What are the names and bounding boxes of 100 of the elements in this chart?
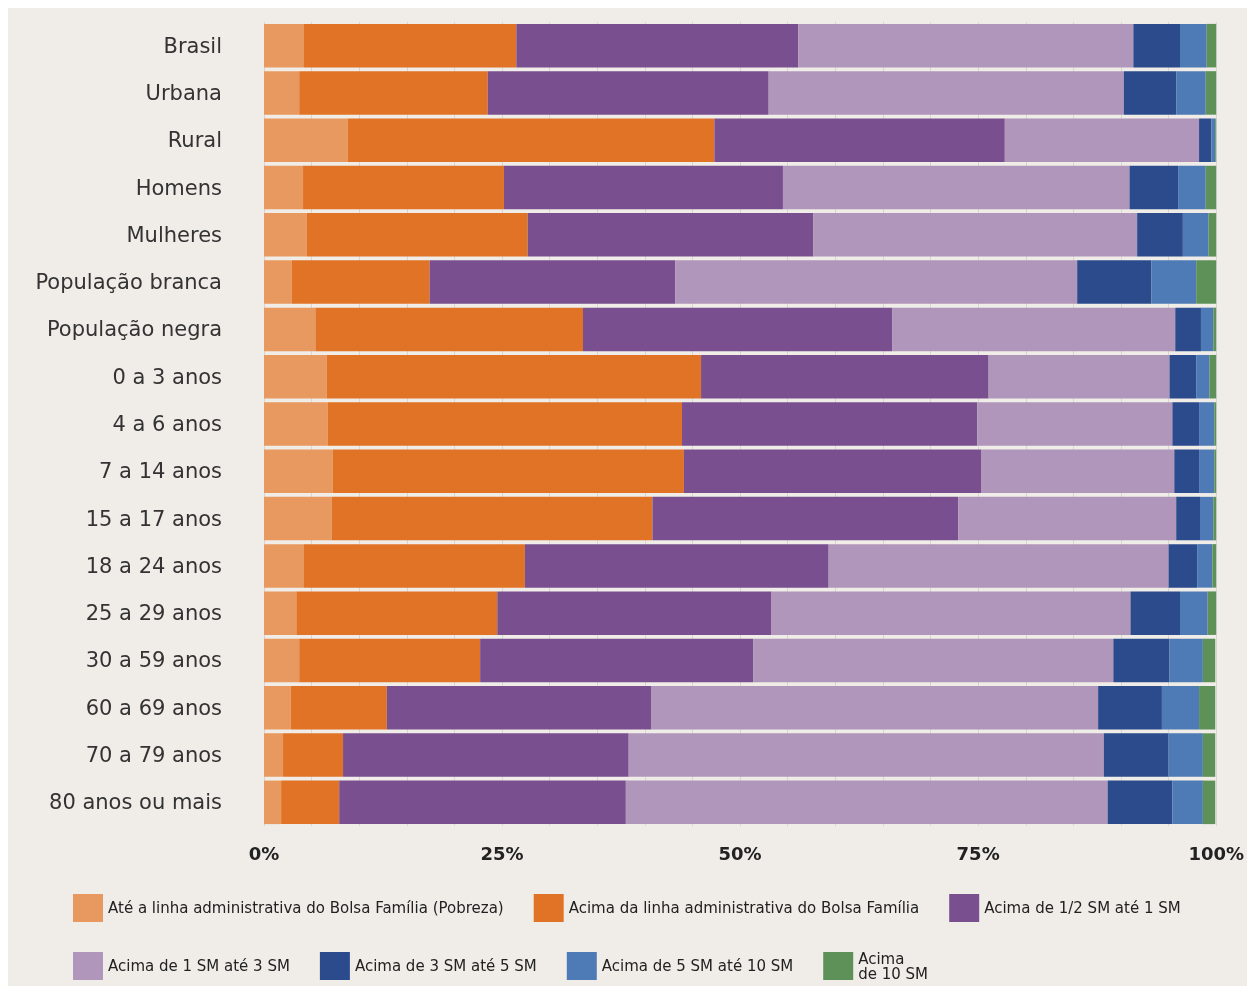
bar [1199, 449, 1215, 494]
bar [326, 354, 702, 399]
bar [306, 213, 528, 257]
bar [625, 780, 1108, 825]
y-tick-label: 4 a 6 anos [112, 412, 222, 436]
x-tick-label: 100% [1188, 842, 1244, 864]
bar [1213, 496, 1217, 541]
bar [1168, 544, 1198, 588]
bar [429, 260, 676, 304]
bar [299, 71, 488, 115]
bar [958, 496, 1177, 541]
bar [264, 496, 332, 541]
bar [264, 638, 300, 683]
bar [264, 402, 328, 446]
bar [281, 780, 340, 825]
bar [264, 165, 304, 210]
bar [332, 449, 684, 494]
bar [981, 449, 1175, 494]
bar [303, 165, 504, 210]
bar [1174, 449, 1200, 494]
bar [264, 213, 307, 257]
bar [813, 213, 1138, 257]
y-tick-label: 7 a 14 anos [99, 459, 222, 484]
bar [264, 307, 316, 352]
bar [651, 686, 1099, 730]
bar [1107, 780, 1173, 825]
bar [1176, 496, 1201, 541]
bar [1129, 165, 1179, 210]
bar [1098, 686, 1162, 730]
bar [1200, 307, 1214, 352]
bar [1211, 118, 1216, 162]
bar [1205, 165, 1217, 210]
bar [264, 260, 292, 304]
bar [1197, 544, 1213, 588]
bar [771, 591, 1131, 635]
bar [264, 686, 291, 730]
legend-label: Acima de 5 SM até 10 SM [601, 957, 794, 975]
bar [1199, 686, 1216, 730]
y-tick-label: 30 a 59 anos [85, 648, 222, 673]
bar [1199, 402, 1215, 446]
bar [753, 638, 1114, 683]
bar [1077, 260, 1152, 304]
bar [701, 354, 989, 399]
bar [892, 307, 1176, 352]
bar [315, 307, 583, 352]
bar [628, 733, 1104, 777]
bar [828, 544, 1169, 588]
bar [299, 638, 481, 683]
bar [1182, 213, 1209, 257]
bar [1103, 733, 1169, 777]
bar [652, 496, 959, 541]
bar [1169, 354, 1197, 399]
y-tick-label: 60 a 69 anos [85, 695, 222, 720]
x-tick-label: 75% [956, 842, 1000, 864]
legend-label: Acima de 1/2 SM até 1 SM [984, 899, 1181, 917]
bar [1161, 686, 1200, 730]
x-tick-label: 25% [480, 842, 524, 864]
bar [1202, 638, 1216, 683]
bar [516, 23, 799, 68]
bar [1213, 307, 1217, 352]
bar [1205, 71, 1217, 115]
bar [1178, 165, 1206, 210]
bar [582, 307, 893, 352]
bar [327, 402, 683, 446]
bar [264, 733, 284, 777]
bar [1180, 591, 1208, 635]
bar [768, 71, 1124, 115]
y-tick-label: 0 a 3 anos [112, 364, 222, 389]
y-tick-label: 15 a 17 anos [85, 506, 222, 531]
x-tick-label: 0% [248, 842, 280, 864]
legend-label: Acima de 3 SM até 5 SM [354, 957, 537, 975]
legend-label: Acima de 10 SM [858, 949, 929, 983]
bar [264, 544, 304, 588]
legend-label: Até a linha administrativa do Bolsa Família (Pobreza) [108, 899, 504, 917]
y-tick-label: Rural [167, 128, 222, 153]
bar [264, 118, 348, 162]
y-tick-label: 25 a 29 anos [85, 601, 222, 626]
bar [264, 591, 297, 635]
bar [798, 23, 1134, 68]
bar [291, 260, 430, 304]
bar [1206, 23, 1217, 68]
bar [1172, 780, 1203, 825]
bar [527, 213, 814, 257]
bar [1199, 118, 1212, 162]
bar [497, 591, 772, 635]
bar [1113, 638, 1170, 683]
bar [1169, 638, 1203, 683]
y-tick-label: Urbana [145, 80, 222, 105]
bar [503, 165, 783, 210]
bar [487, 71, 769, 115]
legend-label: Acima de 1 SM até 3 SM [108, 957, 290, 975]
bar [988, 354, 1170, 399]
bar [714, 118, 1005, 162]
bar [1212, 544, 1217, 588]
bar [1176, 71, 1206, 115]
bar [339, 780, 626, 825]
bar [675, 260, 1078, 304]
bar [524, 544, 829, 588]
bar [386, 686, 652, 730]
bar [296, 591, 498, 635]
